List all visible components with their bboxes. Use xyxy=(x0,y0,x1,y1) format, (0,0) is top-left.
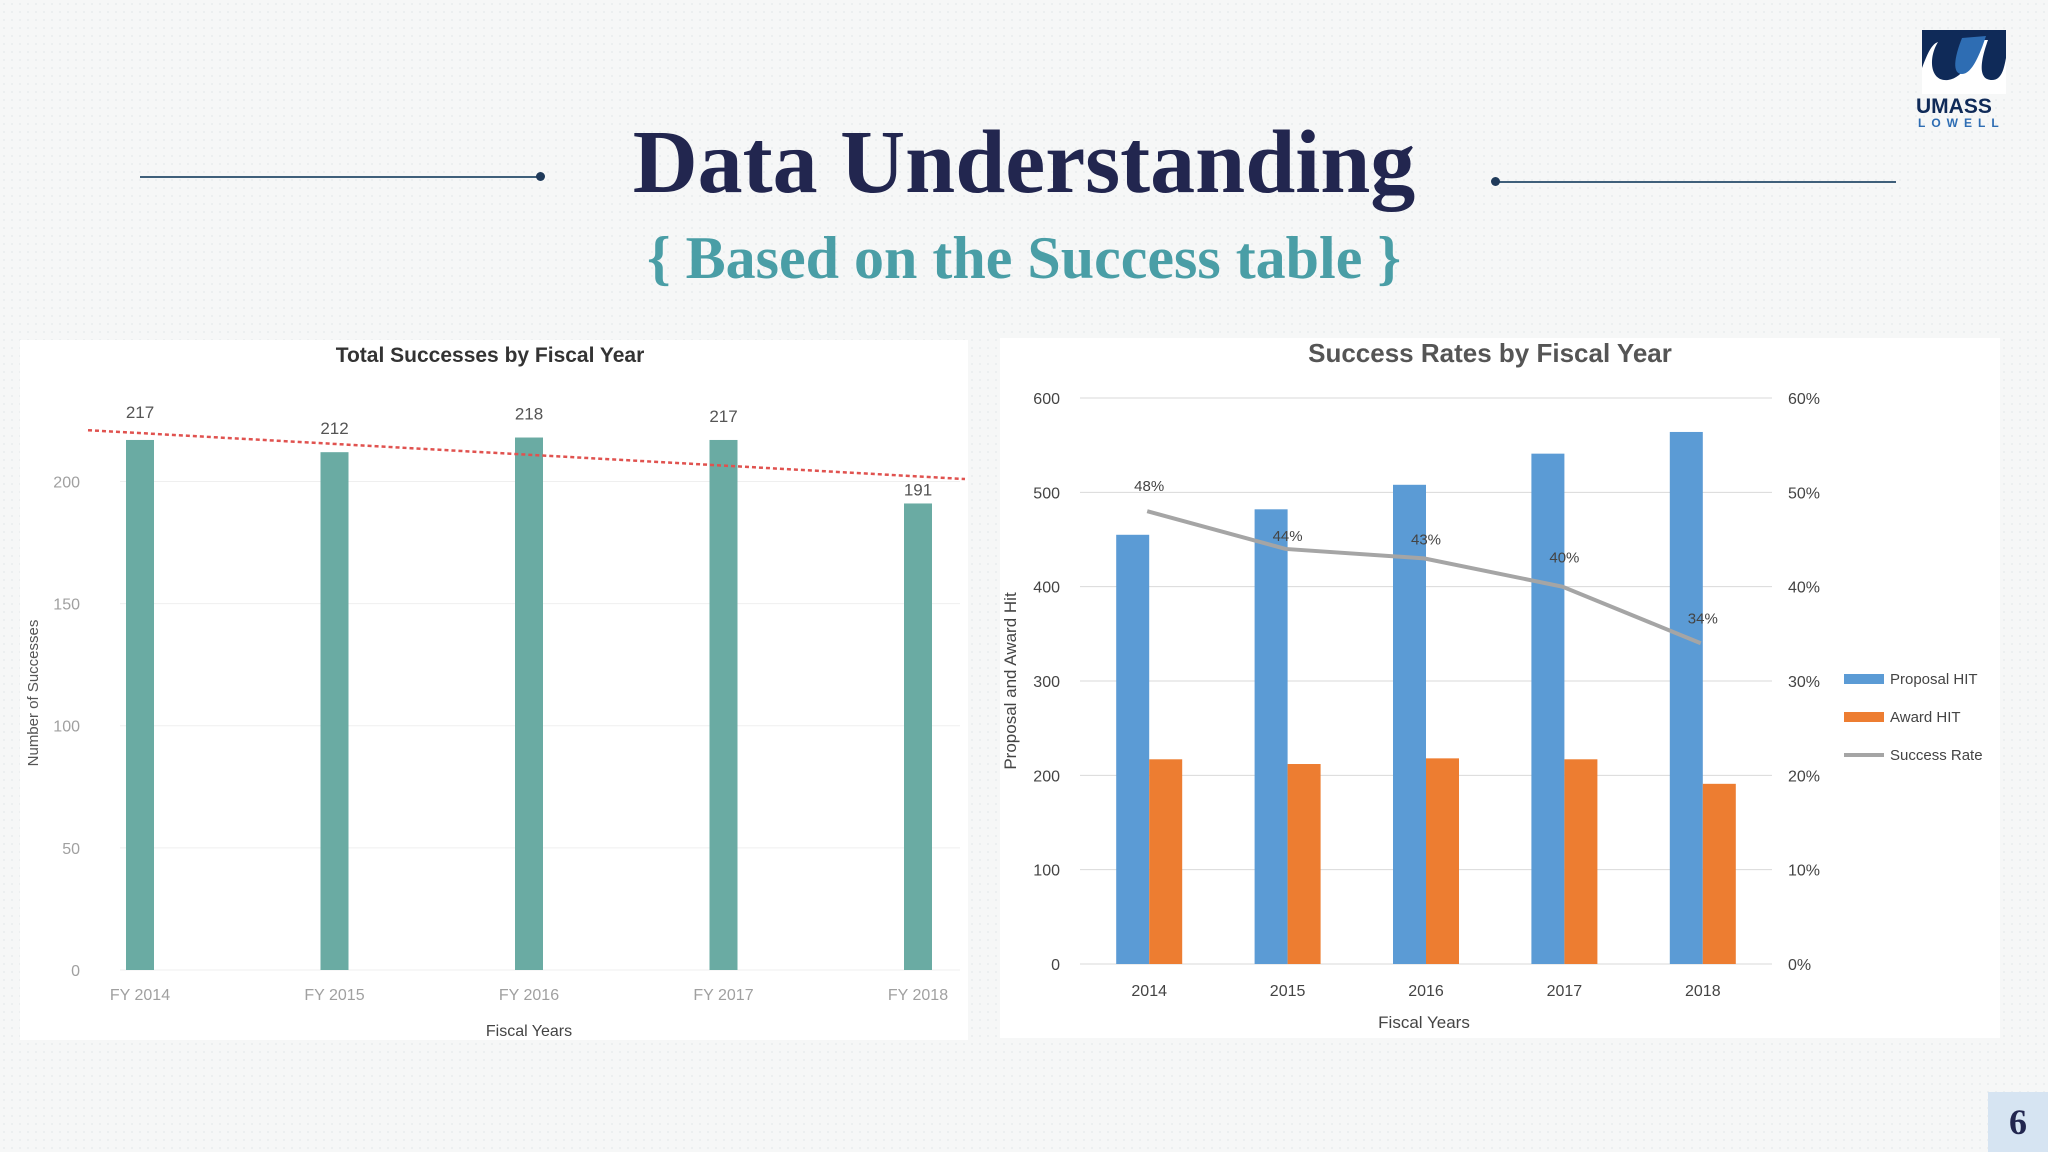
chart2-rate-label: 40% xyxy=(1549,550,1579,567)
chart2-y2tick-label: 0% xyxy=(1788,957,1811,974)
chart1-bar xyxy=(320,452,349,970)
chart2-ytick-label: 500 xyxy=(1033,485,1060,502)
logo-text: UMASS xyxy=(1916,95,1992,118)
chart1-ytick-label: 200 xyxy=(53,474,80,491)
chart1-data-label: 191 xyxy=(904,480,932,499)
chart2-bar-award xyxy=(1287,764,1321,964)
chart1-bar xyxy=(515,437,543,970)
chart1-xtick-label: FY 2017 xyxy=(693,987,753,1004)
chart2-y2tick-label: 40% xyxy=(1788,580,1820,597)
chart2-xlabel: Fiscal Years xyxy=(1378,1013,1470,1032)
success-rates-chart: Success Rates by Fiscal Year 0 100 200 300 40… xyxy=(1001,338,1983,1032)
logo-subtext: LOWELL xyxy=(1918,116,2005,130)
chart2-bar-proposal xyxy=(1116,534,1150,964)
chart1-xtick-label: FY 2015 xyxy=(304,987,364,1004)
chart2-line-success-rate xyxy=(1146,509,1702,646)
chart2-rate-label: 43% xyxy=(1411,531,1441,548)
right-decor-line xyxy=(1496,181,1896,183)
right-chart-panel: Success Rates by Fiscal Year 0 100 200 300 40… xyxy=(1000,338,2000,1038)
chart2-bar-award xyxy=(1426,758,1459,964)
page-number: 6 xyxy=(1988,1092,2048,1152)
chart2-ytick-label: 400 xyxy=(1033,580,1060,597)
chart1-ytick-label: 150 xyxy=(53,597,80,614)
chart1-trendline xyxy=(87,428,966,481)
chart2-bar-award xyxy=(1149,759,1183,964)
chart2-xtick-label: 2014 xyxy=(1131,983,1167,1000)
right-decor-dot xyxy=(1491,177,1500,186)
chart1-ytick-label: 0 xyxy=(71,963,80,980)
chart1-data-label: 217 xyxy=(709,407,737,426)
umass-logo-icon xyxy=(1922,30,2006,94)
chart1-xlabel: Fiscal Years xyxy=(486,1023,572,1040)
slide-subtitle: { Based on the Success table } xyxy=(647,225,1401,291)
chart2-legend-swatch-award xyxy=(1844,712,1884,722)
chart2-title: Success Rates by Fiscal Year xyxy=(1308,338,1672,368)
chart1-data-label: 212 xyxy=(320,419,348,438)
chart2-y2tick-label: 60% xyxy=(1788,391,1820,408)
chart1-ytick-label: 100 xyxy=(53,719,80,736)
left-decor-dot xyxy=(536,172,545,181)
chart1-bar xyxy=(904,503,932,970)
chart1-data-label: 217 xyxy=(126,403,154,422)
chart1-ytick-label: 50 xyxy=(62,841,80,858)
chart2-y2tick-label: 10% xyxy=(1788,863,1820,880)
chart2-legend-label: Success Rate xyxy=(1890,747,1983,764)
chart2-bar-proposal xyxy=(1531,453,1565,964)
chart2-y2tick-label: 30% xyxy=(1788,674,1820,691)
chart2-bar-proposal xyxy=(1393,484,1426,964)
chart1-ylabel: Number of Successes xyxy=(25,620,42,767)
chart2-ytick-label: 0 xyxy=(1051,957,1060,974)
chart1-bar xyxy=(709,439,738,970)
chart2-legend-label: Award HIT xyxy=(1890,709,1961,726)
slide-title: Data Understanding xyxy=(632,113,1416,212)
chart2-xtick-label: 2017 xyxy=(1547,983,1583,1000)
chart2-ytick-label: 200 xyxy=(1033,768,1060,785)
chart2-ytick-label: 100 xyxy=(1033,863,1060,880)
chart1-data-label: 218 xyxy=(515,405,543,424)
chart2-rate-label: 48% xyxy=(1134,478,1164,495)
chart2-bar-proposal xyxy=(1669,431,1703,965)
chart1-xtick-label: FY 2014 xyxy=(110,987,170,1004)
chart2-y2tick-label: 50% xyxy=(1788,485,1820,502)
chart2-y2tick-label: 20% xyxy=(1788,768,1820,785)
chart1-xtick-label: FY 2016 xyxy=(499,987,559,1004)
chart2-xtick-label: 2018 xyxy=(1685,983,1721,1000)
chart2-rate-label: 34% xyxy=(1688,610,1718,627)
chart2-legend-label: Proposal HIT xyxy=(1890,671,1978,688)
chart1-title: Total Successes by Fiscal Year xyxy=(336,344,645,367)
chart2-bar-award xyxy=(1564,759,1598,964)
chart2-legend-swatch-proposal xyxy=(1844,674,1884,684)
left-decor-line xyxy=(140,176,540,178)
chart2-bar-award xyxy=(1702,783,1736,964)
chart1-xtick-label: FY 2018 xyxy=(888,987,948,1004)
chart2-rate-label: 44% xyxy=(1273,528,1303,545)
chart2-ylabel: Proposal and Award Hit xyxy=(1001,592,1020,770)
chart2-ytick-label: 300 xyxy=(1033,674,1060,691)
left-chart-panel: Total Successes by Fiscal Year 0 50 100 150 2… xyxy=(20,340,968,1040)
chart1-bar xyxy=(126,439,154,970)
chart2-xtick-label: 2016 xyxy=(1408,983,1444,1000)
total-successes-chart: Total Successes by Fiscal Year 0 50 100 150 2… xyxy=(25,344,966,1040)
chart2-ytick-label: 600 xyxy=(1033,391,1060,408)
chart2-xtick-label: 2015 xyxy=(1270,983,1306,1000)
chart2-bar-proposal xyxy=(1254,509,1288,964)
